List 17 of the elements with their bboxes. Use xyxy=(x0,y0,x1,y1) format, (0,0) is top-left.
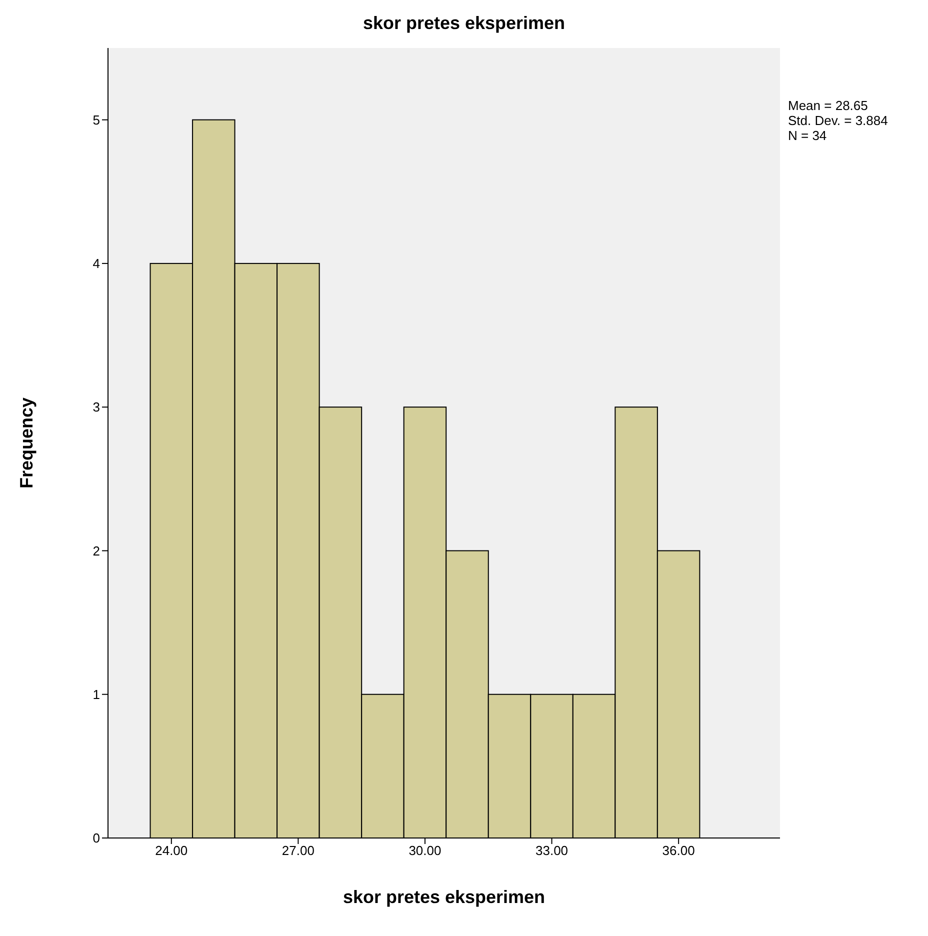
y-tick-label: 0 xyxy=(92,830,100,846)
text: Std. Dev. = 3.884 xyxy=(788,113,888,128)
x-tick-label: 30.00 xyxy=(408,843,442,858)
y-tick-label: 5 xyxy=(92,112,100,128)
x-tick-label: 33.00 xyxy=(536,843,568,858)
chart-title: skor pretes eksperimen xyxy=(362,12,566,35)
x-tick-label: 36.00 xyxy=(662,843,695,858)
y-axis-title: Frequency xyxy=(16,397,36,489)
x-tick-label: 24.00 xyxy=(155,843,188,858)
y-tick-label: 1 xyxy=(92,686,100,702)
text: Mean = 28.65 xyxy=(788,98,869,113)
y-tick-label: 4 xyxy=(92,256,100,272)
x-axis-title: skor pretes eksperimen xyxy=(342,887,546,907)
text: N = 34 xyxy=(788,128,828,143)
x-tick-label: 27.00 xyxy=(282,843,314,858)
y-tick-label: 2 xyxy=(92,543,100,558)
y-tick-label: 3 xyxy=(92,400,100,415)
